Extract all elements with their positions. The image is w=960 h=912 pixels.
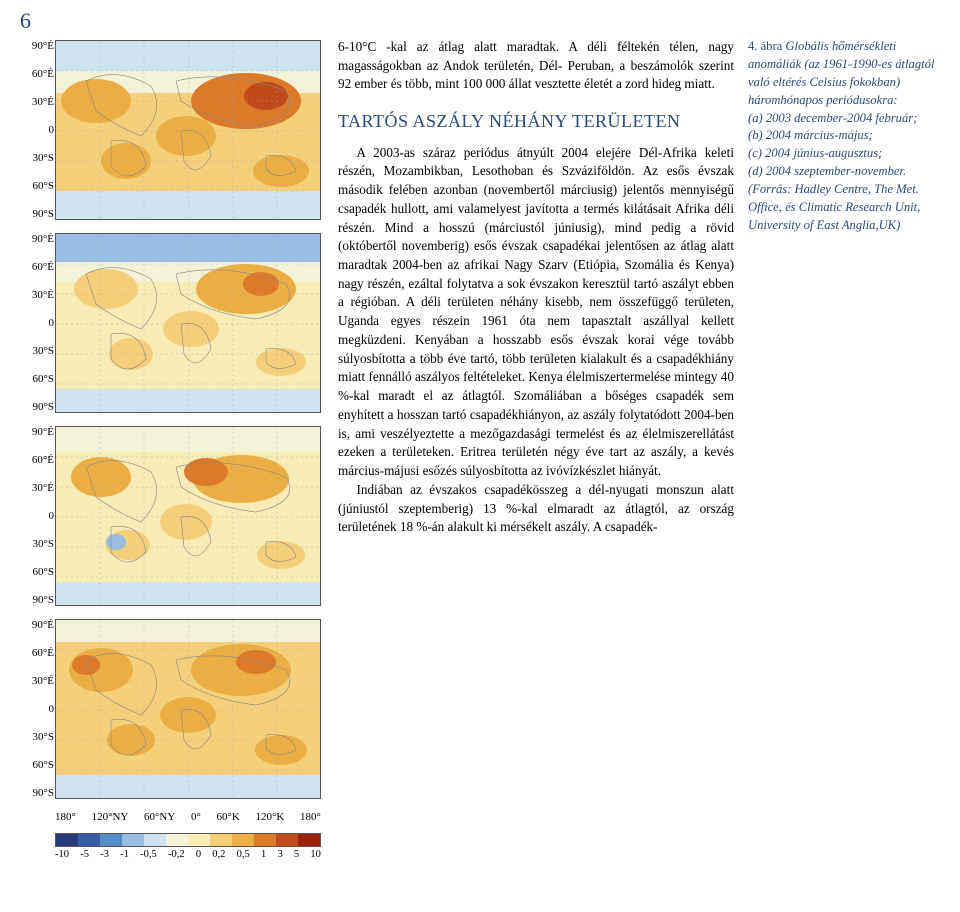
xtick: 0° [191, 811, 201, 823]
swatch [122, 834, 144, 846]
ytick: 30°É [14, 96, 54, 108]
cbtick: 10 [310, 849, 321, 860]
swatch [298, 834, 320, 846]
cbtick: 0 [196, 849, 201, 860]
ytick: 30°S [14, 345, 54, 357]
ytick: 60°É [14, 647, 54, 659]
xtick: 60°NY [144, 811, 175, 823]
section-heading: TARTÓS ASZÁLY NÉHÁNY TERÜLETEN [338, 110, 734, 133]
xtick: 180° [55, 811, 76, 823]
body-para-1: 6-10°C -kal az átlag alatt maradtak. A d… [338, 38, 734, 94]
y-axis-labels: 90°É 60°É 30°É 0 30°S 60°S 90°S [14, 233, 54, 413]
swatch [254, 834, 276, 846]
cbtick: -0,2 [168, 849, 185, 860]
swatch [276, 834, 298, 846]
ytick: 60°S [14, 759, 54, 771]
ytick: 60°S [14, 180, 54, 192]
colorbar: -10 -5 -3 -1 -0,5 -0,2 0 0,2 0,5 1 3 5 1… [55, 833, 321, 860]
ytick: 90°S [14, 401, 54, 413]
ytick: 30°É [14, 675, 54, 687]
ytick: 30°S [14, 731, 54, 743]
swatch [188, 834, 210, 846]
ytick: 30°S [14, 152, 54, 164]
map-panel-a: 90°É 60°É 30°É 0 30°S 60°S 90°S (a) [14, 38, 324, 230]
ytick: 30°S [14, 538, 54, 550]
world-map-b [55, 233, 321, 413]
y-axis-labels: 90°É 60°É 30°É 0 30°S 60°S 90°S [14, 619, 54, 799]
map-panel-d: 90°É 60°É 30°É 0 30°S 60°S 90°S (d) [14, 617, 324, 809]
ytick: 90°É [14, 233, 54, 245]
cbtick: -5 [80, 849, 89, 860]
cbtick: -0,5 [140, 849, 157, 860]
swatch [78, 834, 100, 846]
ytick: 90°É [14, 619, 54, 631]
xtick: 120°K [256, 811, 285, 823]
cbtick: -3 [100, 849, 109, 860]
swatch [166, 834, 188, 846]
ytick: 90°S [14, 594, 54, 606]
x-axis-labels: 180° 120°NY 60°NY 0° 60°K 120°K 180° [55, 811, 321, 823]
ytick: 0 [14, 317, 54, 329]
ytick: 30°É [14, 289, 54, 301]
world-map-c [55, 426, 321, 606]
world-map-svg [56, 41, 321, 220]
cbtick: -10 [55, 849, 69, 860]
cbtick: 5 [294, 849, 299, 860]
world-map-a [55, 40, 321, 220]
ytick: 90°É [14, 426, 54, 438]
ytick: 60°S [14, 566, 54, 578]
page-number: 6 [20, 8, 31, 34]
figure-number: 4. ábra [748, 39, 782, 53]
swatch [232, 834, 254, 846]
ytick: 0 [14, 510, 54, 522]
figure-caption-text: Globális hőmérsékleti anomáliák (az 1961… [748, 39, 934, 232]
y-axis-labels: 90°É 60°É 30°É 0 30°S 60°S 90°S [14, 40, 54, 220]
colorbar-swatches [55, 833, 321, 847]
xtick: 120°NY [92, 811, 129, 823]
caption-column: 4. ábra Globális hőmérsékleti anomáliák … [748, 38, 944, 235]
world-map-d [55, 619, 321, 799]
figure-column: 90°É 60°É 30°É 0 30°S 60°S 90°S (a) [14, 38, 324, 860]
cbtick: 1 [261, 849, 266, 860]
y-axis-labels: 90°É 60°É 30°É 0 30°S 60°S 90°S [14, 426, 54, 606]
body-para-2: A 2003-as száraz periódus átnyúlt 2004 e… [338, 144, 734, 481]
ytick: 0 [14, 703, 54, 715]
xtick: 60°K [217, 811, 240, 823]
body-column: 6-10°C -kal az átlag alatt maradtak. A d… [338, 38, 734, 537]
ytick: 60°É [14, 68, 54, 80]
ytick: 0 [14, 124, 54, 136]
world-map-svg [56, 620, 321, 799]
ytick: 60°S [14, 373, 54, 385]
map-panel-c: 90°É 60°É 30°É 0 30°S 60°S 90°S (c) [14, 424, 324, 616]
colorbar-labels: -10 -5 -3 -1 -0,5 -0,2 0 0,2 0,5 1 3 5 1… [55, 849, 321, 860]
ytick: 90°S [14, 208, 54, 220]
cbtick: -1 [120, 849, 129, 860]
cbtick: 3 [277, 849, 282, 860]
ytick: 90°É [14, 40, 54, 52]
world-map-svg [56, 427, 321, 606]
swatch [100, 834, 122, 846]
swatch [144, 834, 166, 846]
map-panel-b: 90°É 60°É 30°É 0 30°S 60°S 90°S (b) [14, 231, 324, 423]
world-map-svg [56, 234, 321, 413]
body-para-3: Indiában az évszakos csapadékösszeg a dé… [338, 481, 734, 537]
swatch [56, 834, 78, 846]
cbtick: 0,5 [237, 849, 250, 860]
ytick: 60°É [14, 454, 54, 466]
cbtick: 0,2 [212, 849, 225, 860]
xtick: 180° [300, 811, 321, 823]
ytick: 30°É [14, 482, 54, 494]
ytick: 60°É [14, 261, 54, 273]
ytick: 90°S [14, 787, 54, 799]
swatch [210, 834, 232, 846]
